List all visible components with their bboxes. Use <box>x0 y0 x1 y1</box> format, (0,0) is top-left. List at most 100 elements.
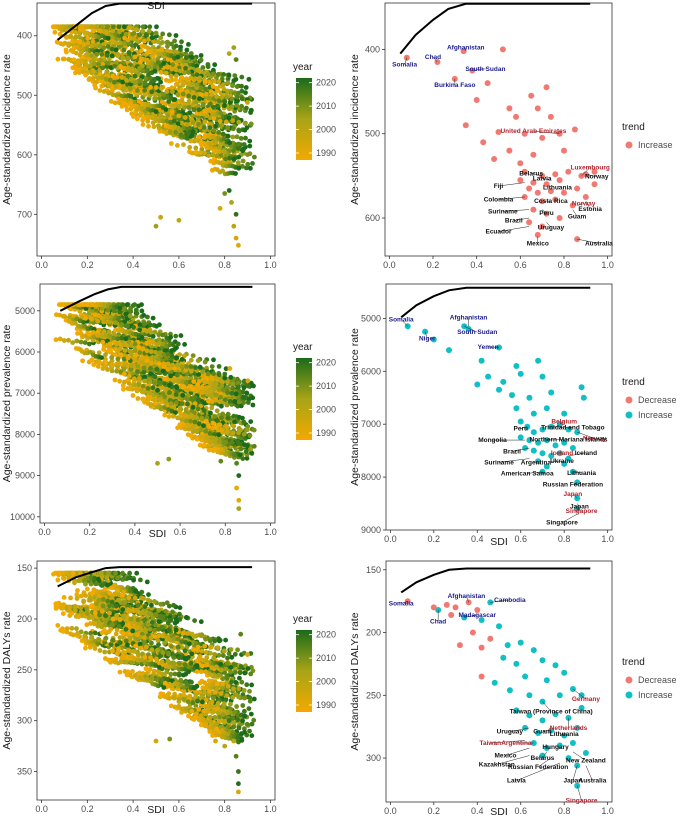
data-point <box>94 51 100 57</box>
data-point <box>191 107 197 113</box>
y-tick-label: 500 <box>17 90 32 100</box>
data-point <box>179 417 185 423</box>
data-point <box>201 423 206 428</box>
country-label: Japan <box>563 491 582 498</box>
data-point <box>151 124 157 130</box>
data-point <box>522 445 529 451</box>
x-tick-label: 0.4 <box>471 534 484 544</box>
data-point <box>139 48 144 54</box>
data-point <box>198 619 204 625</box>
data-point <box>236 128 242 134</box>
data-point <box>155 387 160 393</box>
data-point <box>114 341 120 347</box>
data-point <box>177 68 183 74</box>
data-point <box>195 406 201 412</box>
data-point <box>231 78 237 84</box>
data-point <box>219 94 225 100</box>
data-point <box>195 382 201 387</box>
data-point <box>79 49 84 54</box>
data-point <box>251 427 257 433</box>
data-point <box>229 104 235 110</box>
data-point <box>236 506 242 511</box>
data-point <box>85 40 91 46</box>
data-point <box>173 129 179 135</box>
x-tick-label: 0.8 <box>558 260 571 270</box>
data-point <box>164 89 170 94</box>
country-label: Australia <box>585 240 613 247</box>
data-point <box>242 121 248 126</box>
data-point <box>223 119 229 125</box>
data-point <box>53 337 59 343</box>
data-point <box>244 165 249 171</box>
data-point <box>183 418 189 424</box>
data-point <box>182 115 188 120</box>
data-point <box>161 352 167 357</box>
data-point <box>77 52 83 58</box>
data-point <box>247 138 253 144</box>
data-point <box>87 341 92 347</box>
data-point <box>236 242 241 248</box>
data-point <box>219 122 225 128</box>
data-point <box>108 99 114 104</box>
data-point <box>60 56 66 62</box>
data-point <box>513 113 519 120</box>
data-point <box>233 57 239 62</box>
data-point <box>229 439 235 445</box>
data-point <box>243 90 248 96</box>
data-point <box>240 148 246 154</box>
legend-label: 2000 <box>316 405 336 415</box>
x-tick-label: 1.0 <box>601 534 614 544</box>
data-point <box>183 407 189 412</box>
data-point <box>165 351 171 357</box>
data-point <box>243 449 249 454</box>
data-point <box>535 357 542 364</box>
data-point <box>105 60 111 66</box>
y-tick-label: 5000 <box>361 313 381 323</box>
data-point <box>193 365 199 370</box>
data-point <box>173 82 179 87</box>
country-label: Peru <box>539 210 553 217</box>
data-point <box>149 360 154 366</box>
data-point <box>186 42 191 47</box>
data-point <box>217 118 223 124</box>
data-point <box>220 131 226 137</box>
data-point <box>101 45 107 51</box>
data-point <box>90 78 96 84</box>
data-point <box>119 322 124 327</box>
y-tick-label: 8000 <box>15 429 35 439</box>
data-point <box>140 28 146 34</box>
data-point <box>57 336 63 342</box>
data-point <box>580 394 587 401</box>
data-point <box>158 35 164 41</box>
data-point <box>150 315 156 321</box>
data-point <box>147 390 153 396</box>
data-point <box>51 24 57 30</box>
data-point <box>226 148 232 153</box>
data-point <box>152 68 158 74</box>
data-point <box>179 357 185 362</box>
data-point <box>241 419 247 425</box>
data-point <box>194 82 200 87</box>
data-point <box>95 333 100 338</box>
data-point <box>83 315 88 321</box>
data-point <box>500 378 507 385</box>
data-point <box>231 45 237 50</box>
data-point <box>70 49 76 55</box>
data-point <box>124 302 130 307</box>
data-point <box>209 405 215 411</box>
data-point <box>167 390 172 395</box>
data-point <box>196 107 202 113</box>
data-point <box>193 99 199 105</box>
data-point <box>146 396 152 402</box>
data-point <box>208 101 213 107</box>
data-point <box>169 66 175 72</box>
data-point <box>210 104 216 110</box>
data-point <box>232 399 238 404</box>
country-label: South Sudan <box>457 329 497 336</box>
x-axis-title: SDI <box>147 804 165 816</box>
x-tick-label: 0.0 <box>384 534 397 544</box>
data-point <box>473 97 480 103</box>
data-point <box>178 333 184 338</box>
data-point <box>231 223 237 229</box>
data-point <box>189 54 195 60</box>
